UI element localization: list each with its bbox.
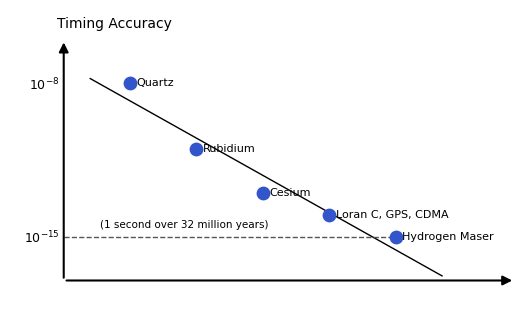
Text: Cesium: Cesium [269, 188, 311, 198]
Point [126, 81, 134, 86]
Text: Rubidium: Rubidium [203, 144, 256, 154]
Point [259, 190, 267, 196]
Point [391, 234, 400, 239]
Text: Loran C, GPS, CDMA: Loran C, GPS, CDMA [336, 210, 449, 220]
Point [192, 147, 201, 152]
Text: Timing Accuracy: Timing Accuracy [57, 17, 172, 31]
Text: Quartz: Quartz [136, 79, 174, 88]
Text: (1 second over 32 million years): (1 second over 32 million years) [100, 220, 269, 230]
Point [325, 212, 333, 217]
Text: Hydrogen Maser: Hydrogen Maser [402, 232, 494, 242]
